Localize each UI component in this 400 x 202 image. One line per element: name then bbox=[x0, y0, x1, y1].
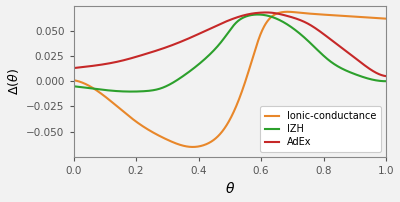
IZH bbox=[209, 52, 214, 54]
Line: Ionic-conductance: Ionic-conductance bbox=[74, 12, 386, 147]
IZH bbox=[198, 62, 203, 64]
AdEx bbox=[315, 28, 320, 31]
Line: IZH: IZH bbox=[74, 15, 386, 92]
AdEx bbox=[71, 67, 76, 69]
IZH bbox=[316, 49, 320, 52]
Ionic-conductance bbox=[198, 145, 203, 147]
IZH bbox=[384, 80, 388, 82]
IZH bbox=[286, 24, 291, 27]
AdEx bbox=[103, 63, 108, 65]
Ionic-conductance bbox=[71, 79, 76, 81]
AdEx bbox=[209, 27, 214, 29]
Y-axis label: $\Delta(\theta)$: $\Delta(\theta)$ bbox=[6, 68, 20, 95]
IZH bbox=[71, 85, 76, 87]
Ionic-conductance bbox=[103, 96, 108, 98]
AdEx bbox=[286, 15, 291, 18]
Line: AdEx: AdEx bbox=[74, 13, 386, 76]
Ionic-conductance bbox=[190, 146, 195, 148]
Ionic-conductance bbox=[286, 11, 291, 13]
AdEx bbox=[264, 11, 268, 14]
Ionic-conductance bbox=[209, 140, 214, 143]
Ionic-conductance bbox=[321, 13, 326, 16]
AdEx bbox=[384, 75, 388, 77]
Legend: Ionic-conductance, IZH, AdEx: Ionic-conductance, IZH, AdEx bbox=[260, 106, 381, 152]
IZH bbox=[256, 13, 260, 16]
IZH bbox=[129, 90, 134, 93]
AdEx bbox=[198, 32, 202, 35]
Ionic-conductance bbox=[316, 13, 320, 16]
Ionic-conductance bbox=[384, 17, 388, 20]
Ionic-conductance bbox=[285, 11, 290, 13]
AdEx bbox=[321, 33, 326, 35]
X-axis label: $\theta$: $\theta$ bbox=[225, 181, 235, 196]
IZH bbox=[321, 55, 326, 57]
IZH bbox=[103, 89, 108, 91]
